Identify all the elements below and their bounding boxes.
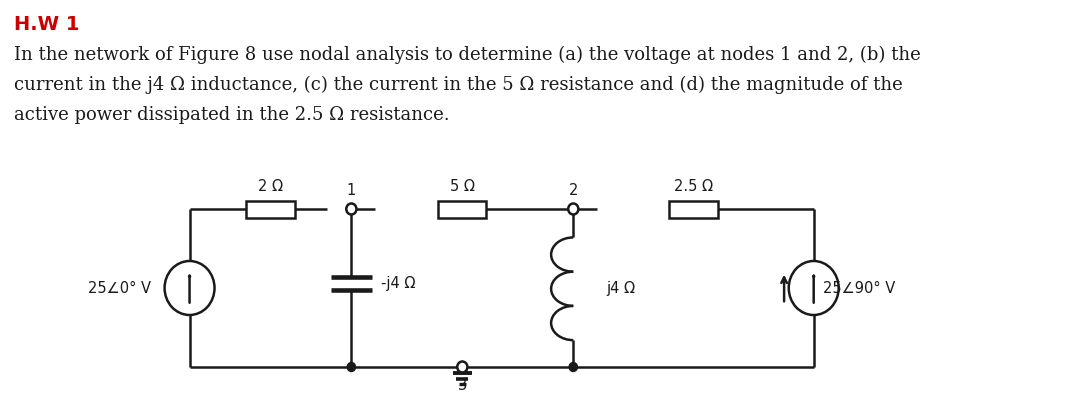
Circle shape <box>347 204 356 215</box>
Circle shape <box>569 363 578 372</box>
Text: 25∠0° V: 25∠0° V <box>87 281 151 296</box>
Text: 2 Ω: 2 Ω <box>258 179 283 194</box>
Text: active power dissipated in the 2.5 Ω resistance.: active power dissipated in the 2.5 Ω res… <box>14 106 449 124</box>
Circle shape <box>568 204 579 215</box>
Circle shape <box>347 363 355 372</box>
Text: In the network of Figure 8 use nodal analysis to determine (a) the voltage at no: In the network of Figure 8 use nodal ana… <box>14 46 920 64</box>
Circle shape <box>457 362 468 373</box>
Text: current in the j4 Ω inductance, (c) the current in the 5 Ω resistance and (d) th: current in the j4 Ω inductance, (c) the … <box>14 76 903 94</box>
Bar <box>438 201 486 218</box>
Text: 2.5 Ω: 2.5 Ω <box>674 179 713 194</box>
Text: 1: 1 <box>347 182 356 198</box>
Bar <box>670 201 717 218</box>
Text: j4 Ω: j4 Ω <box>607 281 635 296</box>
Text: 5 Ω: 5 Ω <box>450 179 475 194</box>
Text: -j4 Ω: -j4 Ω <box>381 276 416 291</box>
Text: 25∠90° V: 25∠90° V <box>823 281 895 296</box>
Text: 3: 3 <box>458 377 467 392</box>
Text: H.W 1: H.W 1 <box>14 15 79 34</box>
Bar <box>246 201 295 218</box>
Text: 2: 2 <box>568 182 578 198</box>
